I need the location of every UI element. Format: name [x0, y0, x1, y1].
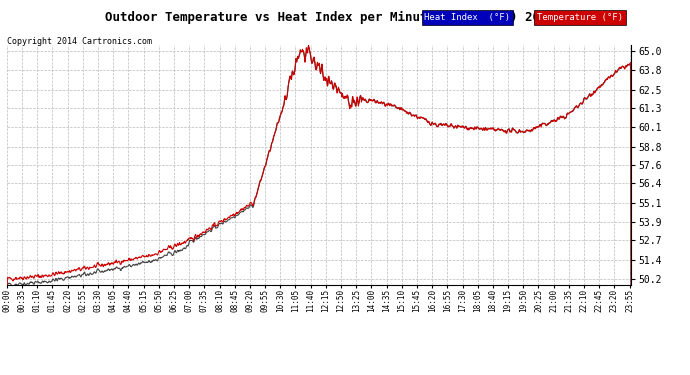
Text: Copyright 2014 Cartronics.com: Copyright 2014 Cartronics.com: [7, 38, 152, 46]
Text: Heat Index  (°F): Heat Index (°F): [424, 13, 511, 22]
Text: Temperature (°F): Temperature (°F): [537, 13, 623, 22]
Text: Outdoor Temperature vs Heat Index per Minute (24 Hours) 20141001: Outdoor Temperature vs Heat Index per Mi…: [105, 11, 585, 24]
